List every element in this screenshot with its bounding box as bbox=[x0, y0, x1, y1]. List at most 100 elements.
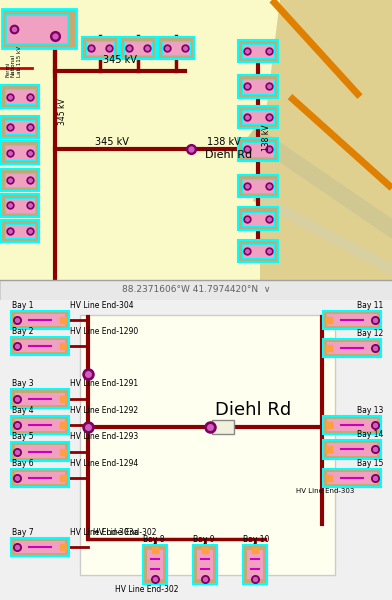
Bar bbox=[327, 472, 377, 484]
Bar bbox=[162, 41, 190, 55]
Bar bbox=[242, 244, 274, 259]
Bar bbox=[242, 212, 274, 226]
Text: HV Line End-302: HV Line End-302 bbox=[93, 528, 156, 537]
Text: Bay 12: Bay 12 bbox=[357, 329, 383, 338]
Text: 345 kV: 345 kV bbox=[103, 55, 137, 65]
Bar bbox=[11, 311, 69, 329]
Text: HV Line End-1293: HV Line End-1293 bbox=[70, 433, 138, 442]
Text: HV Line End-1291: HV Line End-1291 bbox=[70, 379, 138, 388]
Text: Bay 9: Bay 9 bbox=[193, 535, 215, 544]
Bar bbox=[11, 389, 69, 408]
Bar bbox=[0, 0, 260, 280]
Bar bbox=[5, 145, 35, 160]
Text: Bay 15: Bay 15 bbox=[357, 459, 383, 468]
Bar bbox=[197, 550, 213, 578]
Bar bbox=[242, 179, 274, 193]
Bar bbox=[327, 419, 377, 431]
Bar bbox=[5, 89, 35, 104]
Bar bbox=[143, 545, 167, 584]
Bar bbox=[11, 538, 69, 556]
Bar bbox=[2, 9, 76, 48]
Bar bbox=[238, 75, 278, 98]
Text: HV Line End-1292: HV Line End-1292 bbox=[70, 406, 138, 415]
Bar bbox=[327, 443, 377, 455]
Bar bbox=[247, 550, 263, 578]
Bar bbox=[1, 116, 39, 139]
Bar bbox=[238, 40, 278, 62]
Bar bbox=[1, 142, 39, 164]
Bar bbox=[323, 440, 381, 458]
Text: Bay 14: Bay 14 bbox=[357, 430, 383, 439]
Bar bbox=[120, 37, 156, 59]
Bar bbox=[6, 15, 68, 44]
Text: Diehl Rd: Diehl Rd bbox=[205, 149, 252, 160]
Bar bbox=[0, 280, 392, 300]
Polygon shape bbox=[245, 0, 392, 280]
Text: Bay 10: Bay 10 bbox=[243, 535, 269, 544]
Text: Bay 8: Bay 8 bbox=[143, 535, 165, 544]
Bar bbox=[238, 208, 278, 230]
Bar bbox=[5, 199, 35, 212]
Bar bbox=[15, 314, 65, 326]
Bar bbox=[11, 442, 69, 461]
Bar bbox=[82, 37, 118, 59]
Bar bbox=[80, 315, 335, 575]
Text: HV Line End-304: HV Line End-304 bbox=[70, 301, 134, 310]
Bar bbox=[15, 340, 65, 352]
Text: HV Line End-303: HV Line End-303 bbox=[296, 488, 354, 494]
Bar bbox=[86, 41, 114, 55]
Bar bbox=[11, 337, 69, 355]
Bar bbox=[1, 85, 39, 108]
Bar bbox=[124, 41, 152, 55]
Bar bbox=[323, 338, 381, 357]
Bar bbox=[238, 175, 278, 197]
Bar bbox=[327, 341, 377, 354]
Text: Bay 6: Bay 6 bbox=[12, 459, 34, 468]
Bar bbox=[242, 79, 274, 94]
Bar bbox=[15, 419, 65, 431]
Bar bbox=[11, 416, 69, 434]
Text: 345 kV: 345 kV bbox=[95, 137, 129, 148]
Text: HV Line End-1294: HV Line End-1294 bbox=[70, 459, 138, 468]
Bar bbox=[5, 224, 35, 238]
Text: HV Line End-303a: HV Line End-303a bbox=[70, 528, 138, 537]
Text: HV Line End-1290: HV Line End-1290 bbox=[70, 326, 138, 335]
Bar bbox=[15, 472, 65, 484]
Text: 138 kV: 138 kV bbox=[262, 124, 271, 151]
Bar bbox=[1, 169, 39, 191]
Text: Fermi
National
Lab 115 kV: Fermi National Lab 115 kV bbox=[5, 46, 22, 77]
Text: Bay 7: Bay 7 bbox=[12, 528, 34, 537]
Text: Diehl Rd: Diehl Rd bbox=[215, 401, 291, 419]
Text: Bay 3: Bay 3 bbox=[12, 379, 34, 388]
Text: 88.2371606°W 41.7974420°N  ∨: 88.2371606°W 41.7974420°N ∨ bbox=[122, 286, 270, 295]
Text: Bay 1: Bay 1 bbox=[12, 301, 33, 310]
Text: Bay 2: Bay 2 bbox=[12, 326, 33, 335]
Bar bbox=[323, 311, 381, 329]
Bar bbox=[5, 120, 35, 134]
Bar bbox=[1, 220, 39, 242]
Text: 138 kV: 138 kV bbox=[207, 137, 241, 148]
Bar bbox=[238, 106, 278, 128]
Bar bbox=[238, 240, 278, 262]
Bar bbox=[5, 173, 35, 187]
Bar bbox=[11, 469, 69, 487]
Text: HV Line End-302: HV Line End-302 bbox=[115, 585, 178, 594]
Bar bbox=[323, 469, 381, 487]
Bar bbox=[1, 194, 39, 217]
Text: Bay 11: Bay 11 bbox=[357, 301, 383, 310]
Text: Bay 4: Bay 4 bbox=[12, 406, 34, 415]
Bar bbox=[15, 541, 65, 553]
Bar bbox=[15, 445, 65, 458]
Bar bbox=[327, 314, 377, 326]
Bar bbox=[243, 545, 267, 584]
Bar bbox=[158, 37, 194, 59]
Bar bbox=[238, 139, 278, 161]
Text: 345 kV: 345 kV bbox=[58, 98, 67, 125]
Bar bbox=[242, 142, 274, 157]
Bar bbox=[242, 110, 274, 124]
Text: Bay 5: Bay 5 bbox=[12, 433, 34, 442]
Bar bbox=[323, 416, 381, 434]
Bar bbox=[193, 545, 217, 584]
Text: Bay 13: Bay 13 bbox=[357, 406, 383, 415]
Bar bbox=[147, 550, 163, 578]
